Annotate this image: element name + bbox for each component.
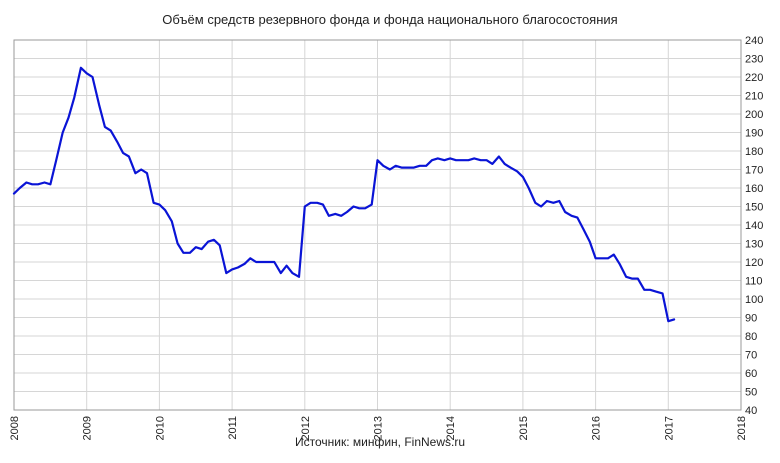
chart-title: Объём средств резервного фонда и фонда н… bbox=[162, 12, 617, 27]
plot-frame bbox=[13, 39, 742, 411]
y-tick-label: 170 bbox=[745, 165, 763, 177]
x-tick-label: 2016 bbox=[591, 416, 603, 440]
x-tick-label: 2008 bbox=[9, 416, 21, 440]
x-tick-label: 2010 bbox=[154, 416, 166, 440]
x-tick-label: 2014 bbox=[445, 416, 457, 440]
y-tick-label: 90 bbox=[745, 313, 757, 325]
y-tick-label: 200 bbox=[745, 109, 763, 121]
x-tick-label: 2018 bbox=[736, 416, 748, 440]
y-tick-label: 140 bbox=[745, 220, 763, 232]
x-tick-label: 2009 bbox=[82, 416, 94, 440]
x-tick-label: 2011 bbox=[227, 416, 239, 440]
y-tick-label: 220 bbox=[745, 72, 763, 84]
y-tick-label: 150 bbox=[745, 202, 763, 214]
x-tick-label: 2012 bbox=[300, 416, 312, 440]
y-tick-label: 240 bbox=[745, 35, 763, 47]
y-tick-label: 190 bbox=[745, 128, 763, 140]
series-layer bbox=[12, 66, 676, 323]
x-tick-label: 2017 bbox=[663, 416, 675, 440]
chart-source: Источник: минфин, FinNews.ru bbox=[295, 435, 465, 449]
y-tick-label: 130 bbox=[745, 239, 763, 251]
y-tick-label: 50 bbox=[745, 387, 757, 399]
grid-lines bbox=[13, 39, 742, 411]
y-tick-label: 210 bbox=[745, 91, 763, 103]
y-tick-label: 60 bbox=[745, 368, 757, 380]
x-tick-label: 2015 bbox=[518, 416, 530, 440]
y-tick-label: 230 bbox=[745, 54, 763, 66]
x-tick-label: 2013 bbox=[373, 416, 385, 440]
y-tick-label: 70 bbox=[745, 350, 757, 362]
y-tick-label: 100 bbox=[745, 294, 763, 306]
y-tick-label: 180 bbox=[745, 146, 763, 158]
y-axis-ticks: 40 50 60 70 80 90 100 110 120 130 140 150 160 170 180 1… bbox=[745, 35, 763, 417]
y-tick-label: 110 bbox=[745, 276, 763, 288]
series-line-0 bbox=[12, 66, 676, 323]
y-tick-label: 120 bbox=[745, 257, 763, 269]
x-axis-ticks: 2008 2009 2010 2011 2012 2013 2014 2015 2016 2017… bbox=[9, 416, 748, 440]
y-tick-label: 80 bbox=[745, 331, 757, 343]
y-tick-label: 40 bbox=[745, 405, 757, 417]
y-tick-label: 160 bbox=[745, 183, 763, 195]
